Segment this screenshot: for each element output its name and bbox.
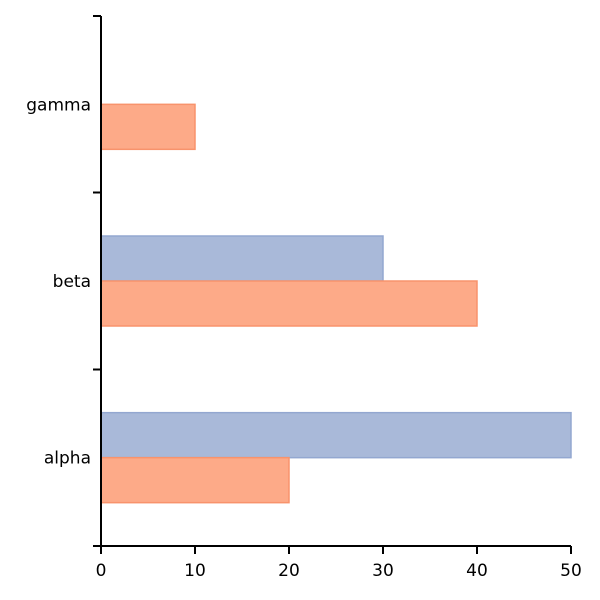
bars-layer (100, 103, 572, 504)
x-tick-label-0: 0 (96, 561, 107, 581)
labels-layer: alpha beta gamma 0 10 20 30 40 50 (26, 95, 582, 581)
ticks-layer (93, 15, 572, 554)
x-tick-label-10: 10 (184, 561, 206, 581)
category-label-gamma: gamma (26, 95, 91, 115)
x-tick-label-40: 40 (466, 561, 488, 581)
bar-beta-series-2 (100, 280, 478, 327)
bar-beta-series-1 (100, 235, 384, 282)
x-tick-label-20: 20 (278, 561, 300, 581)
bar-alpha-series-2 (100, 456, 290, 504)
x-tick-label-30: 30 (372, 561, 394, 581)
bar-alpha-series-1 (100, 411, 572, 459)
axes-layer (100, 16, 571, 547)
category-label-beta: beta (53, 272, 91, 292)
bar-gamma-series-2 (100, 103, 196, 151)
x-tick-label-50: 50 (560, 561, 582, 581)
category-label-alpha: alpha (44, 449, 91, 469)
